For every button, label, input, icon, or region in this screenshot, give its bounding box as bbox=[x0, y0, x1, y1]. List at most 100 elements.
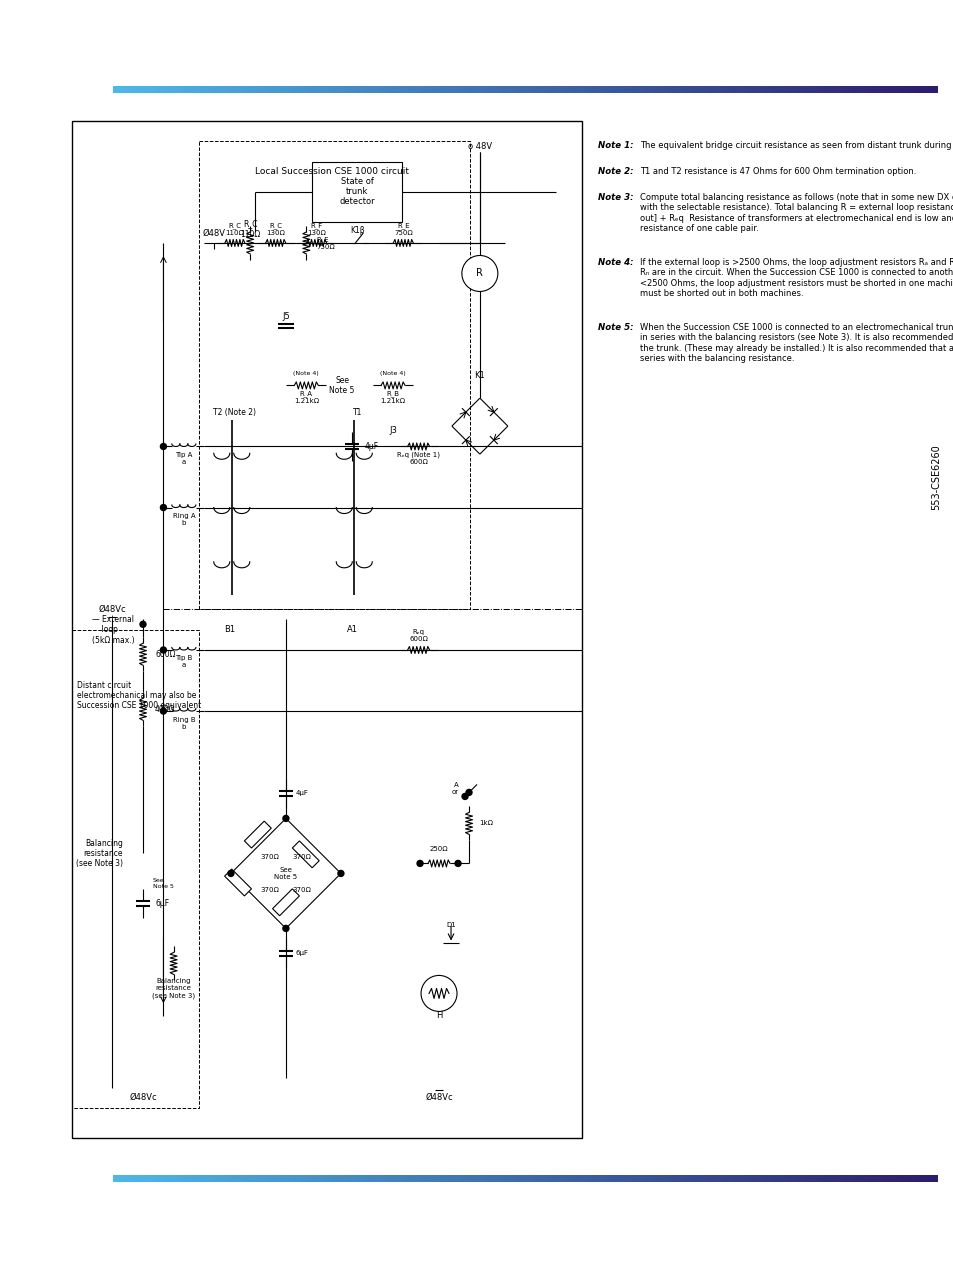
Bar bbox=[425, 86, 429, 93]
Bar bbox=[381, 86, 385, 93]
Bar bbox=[889, 86, 893, 93]
Bar bbox=[115, 86, 119, 93]
Bar bbox=[209, 1175, 213, 1182]
Bar bbox=[642, 86, 646, 93]
Bar bbox=[628, 1175, 632, 1182]
Bar bbox=[821, 86, 824, 93]
Bar bbox=[768, 86, 772, 93]
Bar bbox=[238, 86, 242, 93]
Bar bbox=[422, 86, 426, 93]
Bar bbox=[810, 1175, 813, 1182]
Bar bbox=[233, 86, 237, 93]
Bar bbox=[845, 86, 849, 93]
Text: K1: K1 bbox=[474, 370, 485, 380]
Bar bbox=[546, 1175, 550, 1182]
Bar bbox=[598, 86, 602, 93]
Circle shape bbox=[461, 256, 497, 291]
Bar bbox=[140, 86, 144, 93]
Bar bbox=[216, 86, 220, 93]
Circle shape bbox=[420, 976, 456, 1011]
Bar bbox=[579, 86, 583, 93]
Bar bbox=[741, 86, 744, 93]
Bar bbox=[415, 86, 418, 93]
Bar bbox=[244, 822, 271, 848]
Bar bbox=[197, 86, 201, 93]
Bar bbox=[683, 1175, 687, 1182]
Bar bbox=[118, 86, 122, 93]
Circle shape bbox=[160, 647, 166, 653]
Bar bbox=[826, 86, 830, 93]
Bar bbox=[733, 1175, 737, 1182]
Bar bbox=[162, 1175, 166, 1182]
Bar bbox=[705, 1175, 709, 1182]
Bar bbox=[637, 86, 640, 93]
Bar bbox=[673, 86, 676, 93]
Bar bbox=[434, 86, 437, 93]
Bar bbox=[299, 86, 303, 93]
Bar bbox=[442, 1175, 446, 1182]
Bar bbox=[393, 1175, 396, 1182]
Bar bbox=[291, 86, 294, 93]
Text: A1: A1 bbox=[346, 625, 357, 633]
Bar bbox=[700, 1175, 703, 1182]
Bar bbox=[661, 1175, 665, 1182]
Bar bbox=[765, 1175, 769, 1182]
Bar bbox=[546, 86, 550, 93]
Text: R_E
750Ω: R_E 750Ω bbox=[394, 223, 413, 235]
Bar bbox=[790, 86, 794, 93]
Text: See
Note 5: See Note 5 bbox=[274, 868, 297, 880]
Bar bbox=[837, 1175, 841, 1182]
Bar bbox=[184, 86, 188, 93]
Bar bbox=[146, 86, 149, 93]
Bar bbox=[247, 1175, 251, 1182]
Bar bbox=[214, 86, 217, 93]
Bar bbox=[395, 86, 399, 93]
Bar bbox=[739, 86, 742, 93]
Bar bbox=[327, 86, 331, 93]
Bar bbox=[612, 1175, 616, 1182]
Text: 6μF: 6μF bbox=[295, 950, 309, 957]
Bar bbox=[711, 1175, 715, 1182]
Bar bbox=[330, 1175, 333, 1182]
Bar bbox=[266, 1175, 270, 1182]
Bar bbox=[194, 1175, 198, 1182]
Text: — External
    loop
(5kΩ max.): — External loop (5kΩ max.) bbox=[91, 614, 134, 645]
Bar bbox=[898, 86, 902, 93]
Bar bbox=[431, 86, 435, 93]
Bar bbox=[653, 86, 657, 93]
Bar bbox=[175, 1175, 179, 1182]
Bar bbox=[780, 1175, 783, 1182]
Bar bbox=[318, 86, 322, 93]
Bar bbox=[222, 86, 226, 93]
Bar bbox=[620, 86, 624, 93]
Bar bbox=[469, 86, 473, 93]
Bar bbox=[923, 86, 926, 93]
Bar bbox=[203, 86, 207, 93]
Bar bbox=[804, 86, 808, 93]
Bar bbox=[269, 86, 273, 93]
Bar bbox=[752, 1175, 756, 1182]
Bar bbox=[225, 1175, 229, 1182]
Bar bbox=[170, 86, 173, 93]
Bar bbox=[156, 86, 160, 93]
Bar bbox=[708, 86, 712, 93]
Bar bbox=[864, 1175, 868, 1182]
Bar bbox=[354, 86, 357, 93]
Bar bbox=[118, 1175, 122, 1182]
Bar bbox=[908, 86, 912, 93]
Bar bbox=[375, 1175, 379, 1182]
Bar bbox=[848, 1175, 852, 1182]
Bar bbox=[634, 86, 638, 93]
Bar bbox=[181, 1175, 185, 1182]
Text: 4μF: 4μF bbox=[295, 790, 309, 796]
Bar bbox=[609, 86, 613, 93]
Text: Note 3:: Note 3: bbox=[598, 193, 636, 202]
Bar bbox=[601, 1175, 605, 1182]
Bar bbox=[291, 1175, 294, 1182]
Bar bbox=[620, 1175, 624, 1182]
Bar bbox=[508, 86, 512, 93]
Bar bbox=[749, 86, 753, 93]
Bar bbox=[914, 86, 918, 93]
Bar bbox=[537, 86, 541, 93]
Bar bbox=[472, 86, 476, 93]
